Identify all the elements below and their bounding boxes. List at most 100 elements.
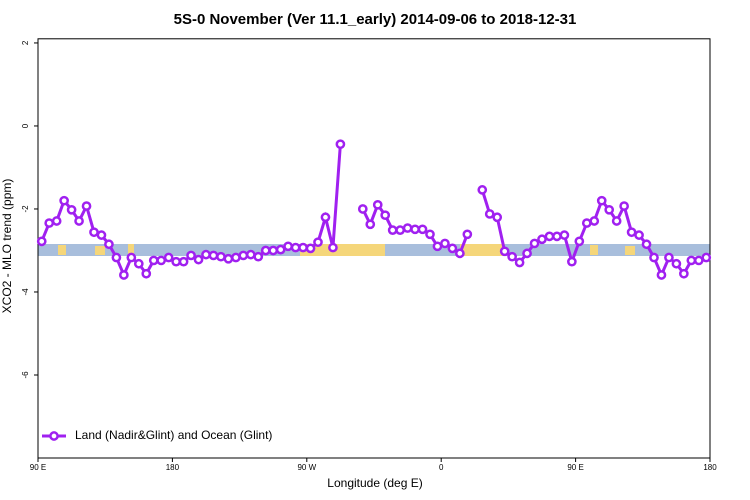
x-tick-label: 0 bbox=[439, 463, 444, 472]
point bbox=[425, 229, 435, 240]
point bbox=[567, 256, 577, 267]
y-axis-label: XCO2 - MLO trend (ppm) bbox=[0, 179, 14, 314]
point bbox=[156, 255, 167, 266]
point bbox=[36, 236, 47, 247]
point bbox=[544, 231, 555, 242]
point bbox=[59, 195, 69, 206]
x-axis-label: Longitude (deg E) bbox=[327, 476, 422, 490]
point bbox=[649, 252, 659, 263]
point bbox=[275, 244, 286, 255]
y-tick-label: -6 bbox=[21, 371, 30, 379]
point bbox=[484, 209, 495, 219]
y-tick-label: 0 bbox=[21, 123, 30, 128]
point bbox=[283, 241, 293, 252]
point bbox=[223, 253, 234, 264]
point bbox=[372, 199, 383, 210]
point bbox=[402, 223, 413, 233]
point bbox=[581, 218, 592, 228]
point bbox=[589, 216, 600, 226]
point bbox=[208, 250, 219, 261]
point bbox=[626, 227, 637, 238]
point bbox=[298, 242, 308, 253]
point bbox=[81, 201, 92, 211]
point bbox=[238, 250, 249, 261]
point bbox=[260, 245, 271, 256]
point bbox=[111, 252, 122, 263]
point bbox=[447, 243, 458, 254]
legend-label: Land (Nadir&Glint) and Ocean (Glint) bbox=[75, 428, 272, 442]
point bbox=[178, 256, 189, 267]
y-tick-label: -4 bbox=[21, 288, 30, 296]
point bbox=[499, 246, 510, 257]
point bbox=[253, 251, 264, 262]
point bbox=[171, 256, 181, 267]
point bbox=[44, 218, 55, 228]
point bbox=[328, 242, 338, 253]
point bbox=[417, 224, 428, 235]
plot-frame bbox=[37, 38, 711, 459]
point bbox=[305, 243, 316, 254]
point bbox=[537, 234, 547, 245]
point bbox=[231, 252, 241, 263]
point bbox=[395, 225, 405, 235]
point bbox=[552, 231, 562, 242]
point bbox=[701, 252, 712, 263]
point bbox=[604, 204, 615, 215]
point bbox=[679, 268, 689, 279]
point bbox=[89, 227, 99, 238]
point bbox=[126, 252, 137, 263]
point bbox=[619, 201, 629, 211]
x-tick-label: 180 bbox=[703, 463, 717, 472]
point bbox=[357, 204, 368, 214]
point bbox=[74, 216, 84, 226]
point bbox=[320, 212, 331, 223]
point bbox=[641, 239, 652, 250]
point bbox=[611, 216, 622, 226]
point bbox=[380, 210, 391, 221]
point bbox=[693, 255, 704, 266]
point bbox=[514, 257, 525, 268]
point bbox=[686, 255, 697, 266]
point bbox=[462, 229, 473, 240]
point bbox=[104, 239, 114, 250]
point bbox=[507, 251, 517, 262]
x-tick-label: 90 E bbox=[567, 463, 583, 472]
point bbox=[51, 216, 62, 226]
point bbox=[664, 252, 674, 263]
point bbox=[96, 230, 107, 240]
point bbox=[148, 255, 159, 266]
point bbox=[596, 195, 607, 206]
point bbox=[634, 230, 644, 240]
point bbox=[119, 270, 129, 280]
point bbox=[671, 258, 682, 269]
surface-band bbox=[38, 244, 710, 256]
point bbox=[432, 241, 443, 252]
point bbox=[656, 270, 667, 280]
point bbox=[574, 236, 585, 247]
point bbox=[559, 230, 570, 240]
point bbox=[522, 248, 532, 259]
x-tick-label: 90 E bbox=[30, 463, 46, 472]
point bbox=[163, 252, 174, 263]
chart-title: 5S-0 November (Ver 11.1_early) 2014-09-0… bbox=[174, 11, 577, 28]
point bbox=[440, 238, 450, 249]
point bbox=[529, 238, 540, 249]
point bbox=[201, 249, 211, 260]
point bbox=[268, 245, 279, 256]
point bbox=[216, 251, 226, 262]
point bbox=[245, 249, 256, 260]
point bbox=[290, 242, 301, 253]
point bbox=[141, 268, 152, 279]
point bbox=[186, 250, 196, 261]
legend-marker bbox=[49, 431, 59, 441]
point bbox=[365, 219, 376, 230]
y-tick-label: -2 bbox=[21, 205, 30, 213]
point bbox=[313, 237, 323, 248]
y-tick-label: 2 bbox=[21, 40, 30, 45]
point bbox=[455, 248, 465, 259]
point bbox=[133, 258, 144, 269]
point bbox=[410, 224, 420, 235]
x-tick-label: 180 bbox=[166, 463, 180, 472]
point bbox=[492, 212, 503, 223]
